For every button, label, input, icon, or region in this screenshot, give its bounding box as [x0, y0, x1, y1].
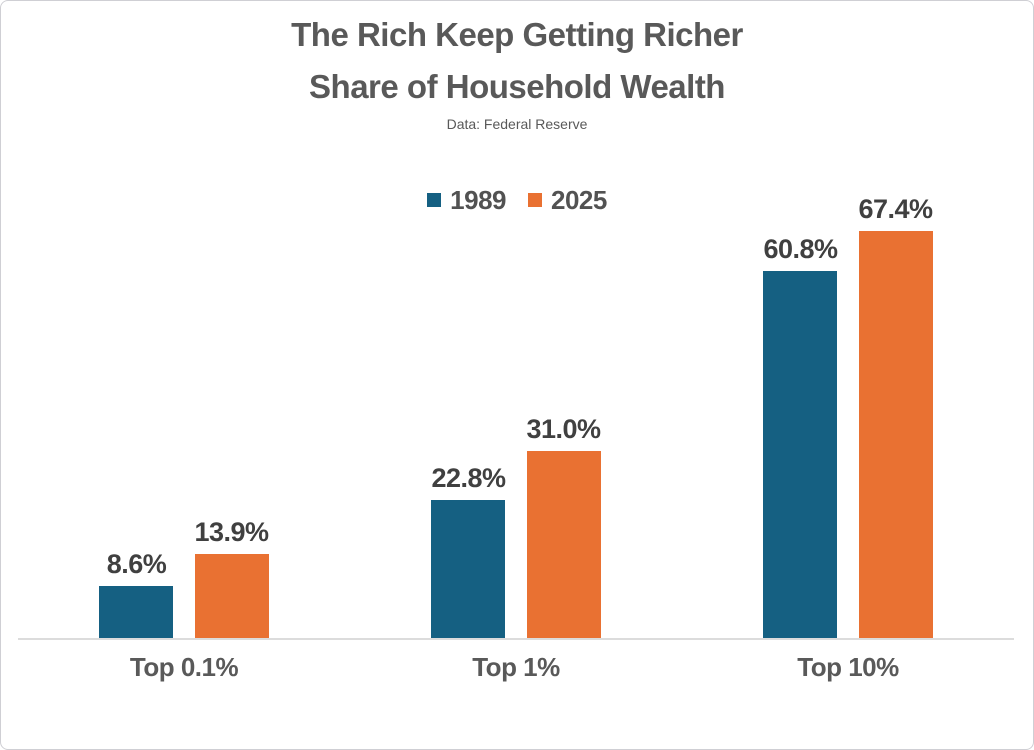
category-axis: Top 0.1% Top 1% Top 10%: [18, 650, 1014, 684]
category-label-Top 0.1%: Top 0.1%: [129, 652, 239, 682]
bar-1989-Top 10%: [763, 271, 838, 638]
bar-item-1989-Top 0.1%: 8.6%: [99, 549, 174, 638]
legend-item-2025: 2025: [528, 185, 607, 215]
bar-2025-Top 1%: [526, 451, 601, 638]
bar-group-Top 1%: 22.8% 31.0%: [350, 161, 682, 638]
bar-1989-Top 0.1%: [99, 586, 174, 638]
chart-title-line2: Share of Household Wealth: [309, 68, 725, 105]
chart-title-line1: The Rich Keep Getting Richer: [291, 16, 743, 53]
data-label-2025-Top 1%: 31.0%: [526, 414, 602, 444]
bar-item-1989-Top 1%: 22.8%: [431, 463, 506, 638]
bar-item-1989-Top 10%: 60.8%: [763, 234, 838, 638]
legend: 1989 2025: [1, 185, 1033, 215]
legend-label-2025: 2025: [551, 185, 607, 215]
data-label-1989-Top 10%: 60.8%: [763, 234, 838, 264]
data-label-2025-Top 0.1%: 13.9%: [194, 517, 269, 547]
bar-group-Top 10%: 60.8% 67.4%: [682, 161, 1014, 638]
legend-swatch-2025: [528, 193, 542, 207]
plot-area: 8.6% 13.9% 22.8% 31.0% 60.8% 67.4%: [18, 161, 1014, 640]
bar-item-2025-Top 1%: 31.0%: [527, 414, 601, 638]
category-label-Top 1%: Top 1%: [472, 652, 560, 682]
legend-label-1989: 1989: [450, 185, 506, 215]
data-label-1989-Top 1%: 22.8%: [431, 463, 506, 493]
bar-item-2025-Top 10%: 67.4%: [859, 194, 933, 638]
bar-group-Top 0.1%: 8.6% 13.9%: [18, 161, 350, 638]
category-label-Top 10%: Top 10%: [797, 652, 899, 682]
data-label-1989-Top 0.1%: 8.6%: [106, 549, 167, 579]
bar-2025-Top 0.1%: [194, 554, 269, 638]
chart-subtitle: Data: Federal Reserve: [446, 116, 588, 132]
bar-1989-Top 1%: [431, 500, 506, 638]
bar-item-2025-Top 0.1%: 13.9%: [194, 517, 269, 638]
legend-swatch-1989: [427, 193, 442, 207]
bar-2025-Top 10%: [858, 231, 933, 638]
data-label-2025-Top 10%: 67.4%: [858, 194, 934, 224]
legend-item-1989: 1989: [427, 185, 506, 215]
